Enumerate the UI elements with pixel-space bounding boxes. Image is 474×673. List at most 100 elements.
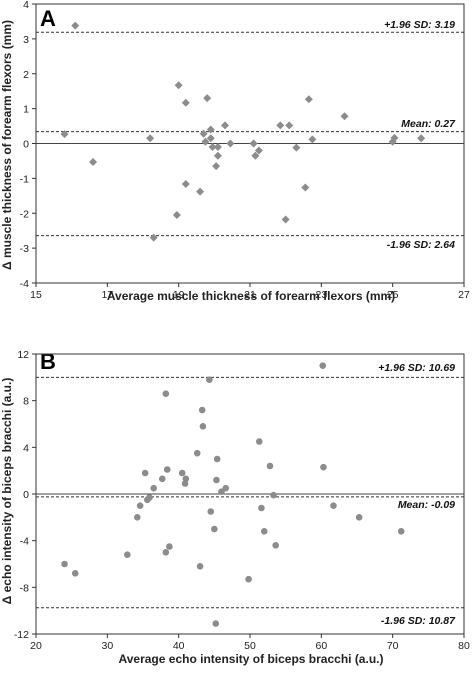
panel-b-data-point (272, 542, 279, 549)
panel-a-y-tick-label: 1 (23, 104, 29, 116)
panel-a-y-tick-label: 2 (23, 69, 29, 81)
panel-a-data-point (60, 130, 69, 139)
panel-a-y-tick-label: -1 (20, 173, 29, 185)
panel-a-data-point (208, 142, 217, 151)
panel-b-data-point (162, 549, 170, 556)
panel-b-data-point (245, 575, 252, 583)
panel-a-data-point (71, 21, 80, 30)
panel-b-data-point (146, 494, 153, 501)
panel-a-y-axis-label: Δ muscle thickness of forearm flexors (m… (0, 20, 14, 270)
panel-b-data-point (178, 469, 186, 477)
panel-b-data-point (330, 502, 337, 509)
panel-b: B Average echo intensity of biceps bracc… (0, 349, 456, 666)
panel-a-data-point (206, 125, 215, 134)
panel-a-data-point (174, 81, 183, 90)
panel-b-data-point (258, 504, 265, 512)
panel-b-data-point (207, 508, 215, 515)
panel-a-data-point (181, 179, 190, 188)
panel-b-data-point (270, 491, 277, 499)
panel-a-x-tick-label: 25 (387, 289, 399, 301)
panel-a-data-point (221, 121, 230, 130)
panel-b-data-point (71, 570, 79, 577)
panel-b-x-tick-label: 40 (173, 640, 185, 652)
panel-b-data-point (166, 543, 173, 550)
panel-a-data-point (226, 139, 235, 148)
panel-a-data-point (212, 162, 221, 171)
panel-b-data-point (61, 560, 68, 568)
panel-a-data-point (196, 187, 205, 196)
panel-a-data-point (251, 151, 260, 160)
panel-b-y-tick-label: 0 (23, 489, 29, 501)
panel-b-data-point (260, 528, 268, 535)
panel-b-data-point (199, 423, 207, 430)
panel-b-x-tick-label: 20 (30, 640, 42, 652)
panel-b-lower-limit-label: -1.96 SD: 10.87 (381, 615, 456, 627)
panel-a-data-point (254, 146, 263, 155)
panel-a-data-point (149, 233, 158, 242)
panel-a-x-tick-label: 21 (244, 289, 256, 301)
panel-b-x-tick-label: 50 (244, 640, 256, 652)
panel-a-data-point (276, 121, 285, 130)
panel-b-data-point (255, 438, 263, 445)
panel-a-data-point (301, 183, 310, 192)
panel-a-y-tick-label: 4 (23, 0, 29, 11)
panel-b-data-point (136, 502, 144, 509)
panel-b-data-point (162, 390, 170, 397)
panel-b-data-point (133, 514, 141, 521)
panel-b-x-tick-label: 30 (101, 640, 113, 652)
panel-a-mean-label: Mean: 0.27 (401, 118, 456, 130)
panel-a-data-point (249, 139, 258, 148)
panel-b-y-tick-label: 12 (17, 349, 29, 361)
panel-b-upper-limit-label: +1.96 SD: 10.69 (378, 362, 455, 374)
panel-b-data-point (163, 466, 171, 473)
panel-b-x-tick-label: 70 (387, 640, 399, 652)
panel-b-data-point (158, 475, 166, 483)
panel-b-data-point (196, 563, 204, 570)
panel-a-x-tick-label: 23 (315, 289, 327, 301)
panel-a-x-tick-label: 15 (30, 289, 42, 301)
panel-a-lower-limit-label: -1.96 SD: 2.64 (387, 239, 455, 251)
panel-b-data-point (150, 484, 157, 492)
panel-b-data-point (198, 406, 206, 414)
panel-a-x-tick-label: 19 (173, 289, 185, 301)
panel-a-y-tick-label: 0 (23, 139, 29, 151)
panel-b-data-point (124, 551, 131, 558)
panel-b-x-axis-label: Average echo intensity of biceps bracchi… (119, 652, 384, 666)
panel-a-data-point (340, 112, 349, 121)
panel-b-data-point (266, 462, 274, 470)
panel-a-upper-limit-label: +1.96 SD: 3.19 (384, 19, 455, 31)
panel-a-data-point (281, 215, 290, 224)
panel-b-data-point (397, 528, 405, 535)
panel-b-data-point (319, 362, 327, 369)
panel-a-data-point (390, 133, 399, 142)
panel-a-x-tick-label: 17 (101, 289, 113, 301)
panel-a-data-point (285, 121, 294, 130)
panel-b-data-point (211, 525, 218, 533)
panel-a-data-point (146, 134, 155, 143)
panel-b-data-point (206, 376, 213, 383)
panel-a-y-tick-label: -3 (20, 243, 29, 255)
panel-a-data-point (203, 94, 212, 103)
panel-a-x-axis-label: Average muscle thickness of forearm flex… (107, 289, 395, 303)
panel-b-data-point (213, 455, 221, 463)
panel-a-data-point (199, 129, 208, 138)
panel-b-mean-label: Mean: -0.09 (398, 499, 455, 511)
panel-b-data-point (141, 469, 149, 477)
panel-a-data-point (213, 151, 222, 160)
panel-a-letter: A (40, 6, 56, 31)
panel-b-data-point (355, 514, 363, 521)
panel-a-data-point (304, 95, 313, 104)
panel-b-data-point (320, 463, 327, 471)
panel-b-data-point (182, 475, 190, 483)
panel-b-y-tick-label: 4 (23, 442, 29, 454)
panel-a-y-tick-label: 3 (23, 34, 29, 46)
panel-b-letter: B (40, 349, 56, 374)
panel-a-data-point (181, 98, 190, 107)
panel-b-data-point (213, 476, 220, 484)
panel-a: A Average muscle thickness of forearm fl… (0, 6, 456, 303)
panel-b-data-point (193, 449, 201, 457)
panel-b-x-tick-label: 80 (458, 640, 470, 652)
panel-a-data-point (308, 135, 317, 144)
